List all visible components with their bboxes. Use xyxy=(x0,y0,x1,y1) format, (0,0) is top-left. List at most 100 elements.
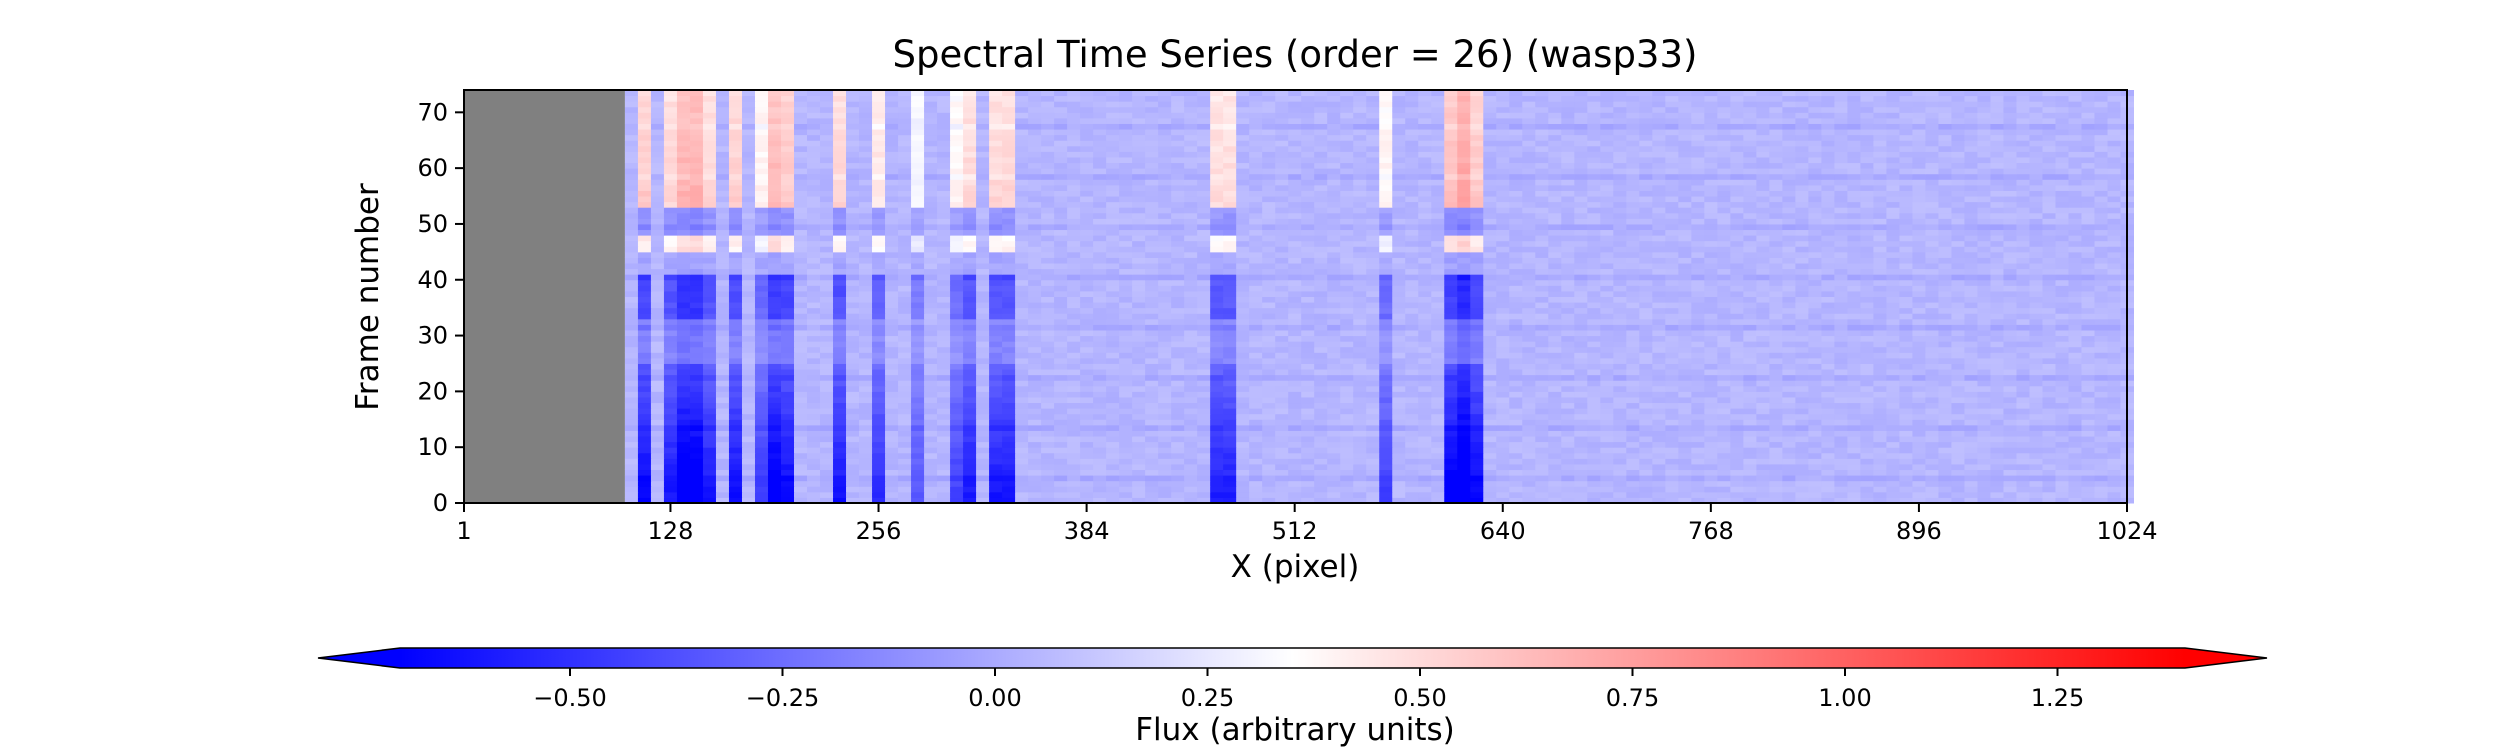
heatmap-cell xyxy=(1249,369,1263,376)
heatmap-cell xyxy=(807,346,821,353)
heatmap-cell xyxy=(1782,447,1796,454)
heatmap-cell xyxy=(1392,430,1406,437)
heatmap-cell xyxy=(1431,335,1445,342)
heatmap-cell xyxy=(1548,352,1562,359)
heatmap-cell xyxy=(1366,419,1380,426)
heatmap-cell xyxy=(2029,441,2043,448)
heatmap-cell xyxy=(1587,436,1601,443)
heatmap-cell xyxy=(963,346,977,353)
heatmap-cell xyxy=(1457,497,1471,504)
heatmap-cell xyxy=(2107,413,2121,420)
heatmap-cell xyxy=(2029,385,2043,392)
heatmap-cell xyxy=(898,469,912,476)
heatmap-cell xyxy=(1392,458,1406,465)
heatmap-cell xyxy=(1158,346,1172,353)
heatmap-cell xyxy=(872,374,886,381)
heatmap-cell xyxy=(1158,385,1172,392)
heatmap-cell xyxy=(1223,408,1237,415)
heatmap-cell xyxy=(1444,296,1458,303)
heatmap-cell xyxy=(1808,274,1822,281)
heatmap-cell xyxy=(1938,491,1952,498)
heatmap-cell xyxy=(2003,497,2017,504)
heatmap-cell xyxy=(963,313,977,320)
heatmap-cell xyxy=(1327,335,1341,342)
heatmap-cell xyxy=(650,329,665,337)
heatmap-cell xyxy=(1457,475,1471,482)
heatmap-cell xyxy=(820,396,834,404)
heatmap-cell xyxy=(767,419,782,426)
heatmap-cell xyxy=(1691,369,1705,376)
heatmap-cell xyxy=(1275,341,1289,348)
heatmap-cell xyxy=(1847,263,1861,270)
heatmap-cell xyxy=(1847,268,1861,275)
heatmap-cell xyxy=(1756,436,1770,443)
heatmap-cell xyxy=(1262,335,1276,342)
heatmap-cell xyxy=(1587,341,1601,348)
heatmap-cell xyxy=(2068,385,2082,392)
heatmap-cell xyxy=(2107,469,2121,476)
heatmap-cell xyxy=(937,452,951,459)
heatmap-cell xyxy=(1470,447,1484,454)
heatmap-cell xyxy=(1730,335,1744,342)
heatmap-cell xyxy=(1847,419,1861,426)
heatmap-cell xyxy=(1353,302,1367,309)
heatmap-cell xyxy=(1509,436,1523,443)
heatmap-cell xyxy=(1444,341,1458,348)
heatmap-cell xyxy=(1535,307,1549,314)
heatmap-cell xyxy=(1912,369,1926,376)
heatmap-cell xyxy=(1899,290,1913,297)
heatmap-cell xyxy=(1522,346,1536,353)
heatmap-cell xyxy=(1275,318,1289,325)
heatmap-cell xyxy=(1847,391,1861,398)
heatmap-cell xyxy=(1899,469,1913,476)
heatmap-cell xyxy=(1626,441,1640,448)
heatmap-cell xyxy=(1626,274,1640,281)
heatmap-cell xyxy=(754,469,769,476)
heatmap-cell xyxy=(1925,263,1939,270)
heatmap-cell xyxy=(820,413,834,420)
heatmap-cell xyxy=(1522,497,1536,504)
heatmap-cell xyxy=(1613,486,1627,493)
heatmap-cell xyxy=(1457,402,1471,409)
heatmap-cell xyxy=(911,290,925,297)
heatmap-cell xyxy=(1353,274,1367,281)
heatmap-cell xyxy=(1912,307,1926,314)
heatmap-cell xyxy=(1717,263,1731,270)
heatmap-cell xyxy=(1535,469,1549,476)
heatmap-cell xyxy=(1561,313,1575,320)
heatmap-cell xyxy=(1483,452,1497,459)
heatmap-cell xyxy=(1769,324,1783,331)
heatmap-cell xyxy=(1093,274,1107,281)
heatmap-cell xyxy=(1106,385,1120,392)
heatmap-cell xyxy=(1561,480,1575,487)
heatmap-cell xyxy=(780,352,795,359)
heatmap-cell xyxy=(1353,391,1367,398)
heatmap-cell xyxy=(1964,458,1978,465)
heatmap-cell xyxy=(963,480,977,487)
heatmap-cell xyxy=(1314,346,1328,353)
heatmap-cell xyxy=(1171,469,1185,476)
heatmap-cell xyxy=(1041,352,1055,359)
heatmap-cell xyxy=(1080,318,1094,325)
heatmap-cell xyxy=(1431,408,1445,415)
heatmap-cell xyxy=(1249,380,1263,387)
heatmap-cell xyxy=(859,352,873,359)
heatmap-cell xyxy=(793,357,808,364)
heatmap-cell xyxy=(1353,413,1367,420)
heatmap-cell xyxy=(2094,408,2108,415)
heatmap-cell xyxy=(950,486,964,493)
heatmap-cell xyxy=(963,447,977,454)
heatmap-cell xyxy=(1067,285,1081,292)
heatmap-cell xyxy=(702,352,717,359)
heatmap-cell xyxy=(1834,480,1848,487)
heatmap-cell xyxy=(1223,274,1237,281)
heatmap-cell xyxy=(1353,313,1367,320)
heatmap-cell xyxy=(1678,318,1692,325)
heatmap-cell xyxy=(2003,324,2017,331)
heatmap-cell xyxy=(1951,413,1965,420)
heatmap-cell xyxy=(820,363,834,370)
heatmap-cell xyxy=(1561,436,1575,443)
heatmap-cell xyxy=(1795,357,1809,364)
heatmap-cell xyxy=(2055,413,2069,420)
heatmap-cell xyxy=(1938,329,1952,337)
